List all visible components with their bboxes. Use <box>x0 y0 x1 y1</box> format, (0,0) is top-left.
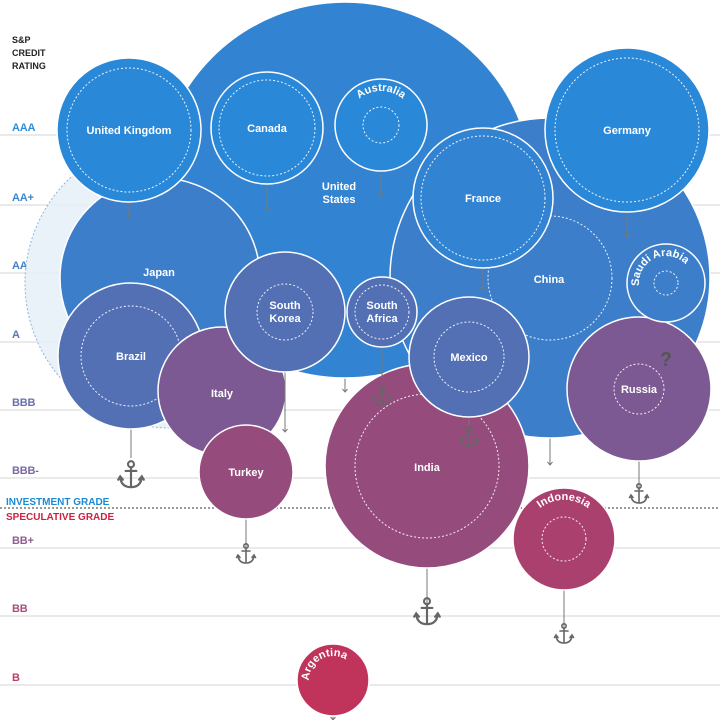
bubble-south-korea: South Korea <box>224 251 346 433</box>
speculative-grade-label: SPECULATIVE GRADE <box>6 512 114 523</box>
inner-ring-australia <box>362 106 400 144</box>
rating-tick-aa: AA+ <box>12 192 34 204</box>
anchor-icon <box>413 597 441 626</box>
country-label-south-africa: South Africa <box>366 300 398 325</box>
circle-australia <box>334 78 428 172</box>
anchors <box>117 385 650 644</box>
country-label-mexico: Mexico <box>450 352 488 364</box>
stem-tip-china <box>547 461 553 466</box>
circle-united-kingdom <box>56 57 202 203</box>
country-label-japan: Japan <box>143 267 175 279</box>
country-label-canada: Canada <box>247 123 288 135</box>
stem-tip-canada <box>264 206 270 211</box>
bubble-mexico: Mexico <box>408 296 530 425</box>
axis-title: S&P CREDIT RATING <box>12 35 46 71</box>
inner-ring-saudi-arabia <box>653 270 679 296</box>
rating-tick-bbb: BBB <box>12 397 35 409</box>
country-label-brazil: Brazil <box>116 351 146 363</box>
inner-ring-mexico <box>433 321 505 393</box>
anchor-icon <box>371 385 393 406</box>
country-label-italy: Italy <box>211 388 234 400</box>
inner-ring-france <box>420 135 546 261</box>
inner-ring-india <box>354 393 500 539</box>
country-label-turkey: Turkey <box>228 467 264 479</box>
bubble-france: France <box>412 127 554 291</box>
stem-tip-france <box>480 286 486 291</box>
circle-south-korea <box>224 251 346 373</box>
country-label-united-states: United States <box>322 181 356 206</box>
rating-tick-bb: BB <box>12 603 28 615</box>
stem-tip-united-kingdom <box>126 214 132 219</box>
stem-tip-south-korea <box>282 428 288 433</box>
investment-grade-label: INVESTMENT GRADE <box>6 497 110 508</box>
circle-canada <box>210 71 324 185</box>
bubble-south-africa: South Africa <box>346 276 418 378</box>
question-mark: ? <box>660 349 672 371</box>
circle-mexico <box>408 296 530 418</box>
circle-indonesia <box>512 487 616 591</box>
circle-russia <box>566 316 712 462</box>
inner-ring-united-kingdom <box>66 67 192 193</box>
rating-tick-aa: AA <box>12 260 28 272</box>
inner-ring-russia <box>613 363 665 415</box>
circle-saudi-arabia <box>626 243 706 323</box>
bubble-saudi-arabia: Saudi Arabia <box>626 243 706 323</box>
rating-tick-aaa: AAA <box>12 122 35 134</box>
anchor-icon <box>117 460 145 489</box>
anchor-icon <box>235 543 257 564</box>
circle-turkey <box>198 424 294 520</box>
bubble-russia: Russia <box>566 316 712 488</box>
bubble-canada: Canada <box>210 71 324 211</box>
anchor-icon <box>628 483 650 504</box>
rating-tick-bbb: BBB- <box>12 465 39 477</box>
bubble-argentina: Argentina <box>296 643 370 720</box>
country-label-united-kingdom: United Kingdom <box>87 125 172 137</box>
bubbles: United States China India Japan Germany Brazil… <box>24 1 712 720</box>
country-label-china: China <box>534 274 565 286</box>
stem-tip-germany <box>624 233 630 238</box>
stem-tip-australia <box>378 193 384 198</box>
stem-tip-argentina <box>330 716 336 720</box>
country-label-russia: Russia <box>621 384 658 396</box>
bubble-australia: Australia <box>334 78 428 198</box>
anchor-icon <box>553 623 575 644</box>
country-label-australia: Australia <box>354 82 408 102</box>
inner-ring-south-africa <box>354 284 410 340</box>
bubble-indonesia: Indonesia <box>512 487 616 629</box>
inner-ring-south-korea <box>256 283 314 341</box>
country-label-india: India <box>414 462 441 474</box>
country-label-germany: Germany <box>603 125 652 137</box>
inner-ring-germany <box>554 57 700 203</box>
circle-france <box>412 127 554 269</box>
bubble-turkey: Turkey <box>198 424 294 548</box>
inner-ring-china <box>487 215 613 341</box>
bubble-united-kingdom: United Kingdom <box>56 57 202 219</box>
anchor-icon <box>458 426 480 447</box>
circle-germany <box>544 47 710 213</box>
circle-south-africa <box>346 276 418 348</box>
rating-tick-bb: BB+ <box>12 535 34 547</box>
country-label-south-korea: South Korea <box>269 300 301 325</box>
country-label-france: France <box>465 193 501 205</box>
bubble-germany: Germany <box>544 47 710 238</box>
stem-tip-united-states <box>342 388 348 393</box>
rating-tick-b: B <box>12 672 20 684</box>
inner-ring-canada <box>218 79 316 177</box>
inner-ring-indonesia <box>541 516 587 562</box>
circle-argentina <box>296 643 370 717</box>
rating-tick-a: A <box>12 329 20 341</box>
